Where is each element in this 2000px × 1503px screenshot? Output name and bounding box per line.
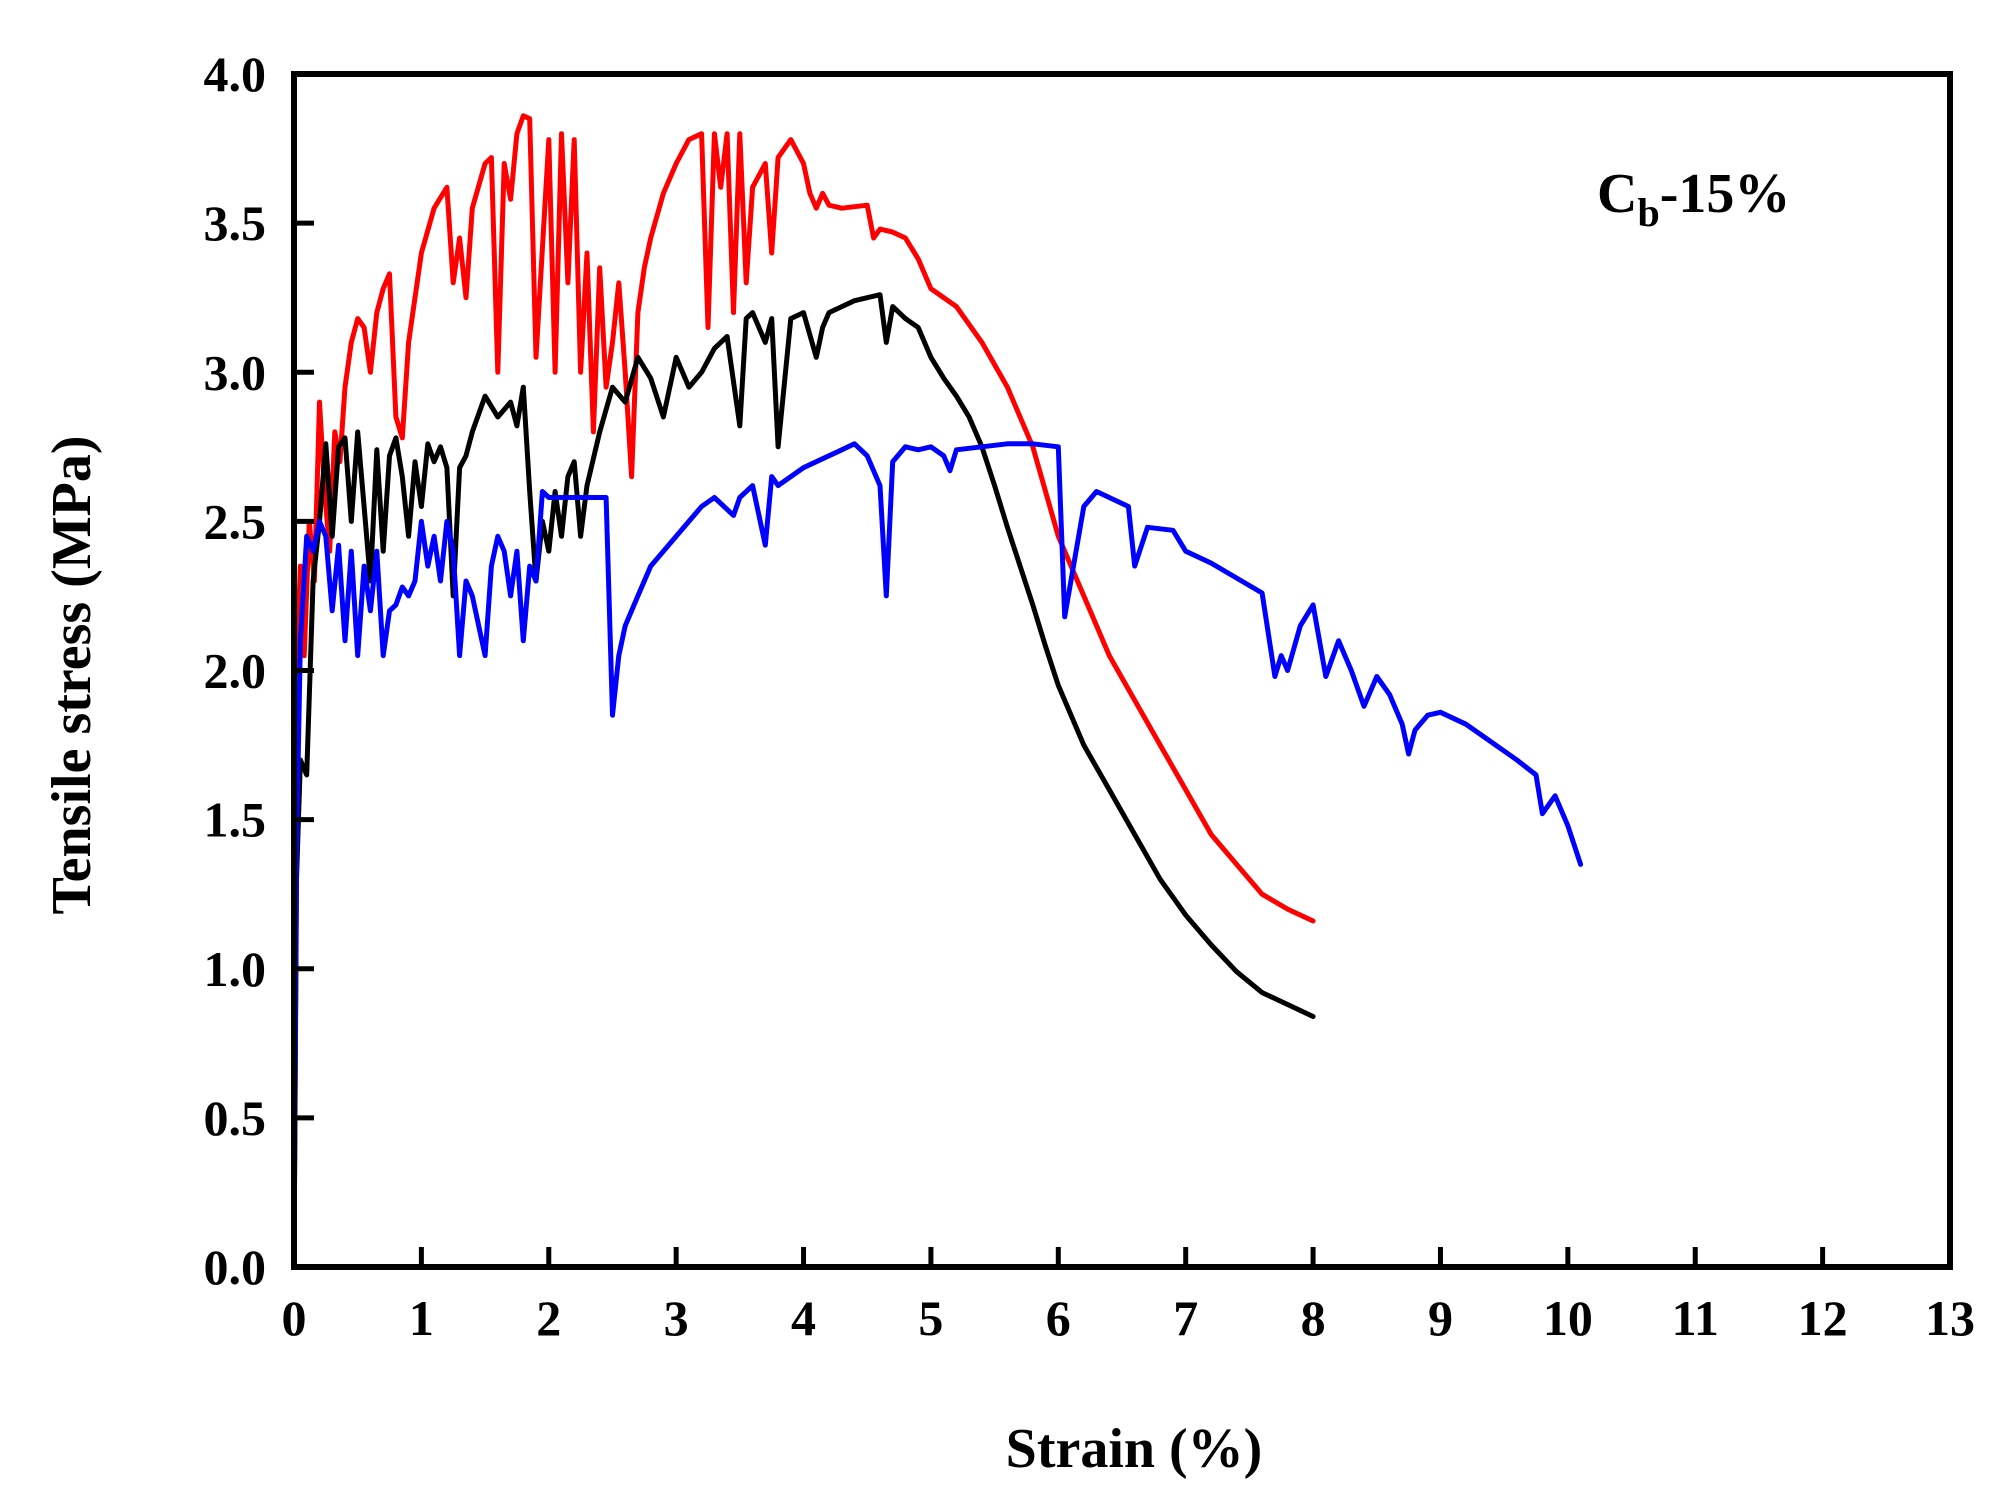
y-tick-label: 2.5 <box>204 493 267 549</box>
x-tick-label: 10 <box>1543 1290 1593 1346</box>
y-tick-label: 2.0 <box>204 643 267 699</box>
annotation-main: C <box>1597 163 1637 225</box>
x-tick-label: 7 <box>1173 1290 1198 1346</box>
x-tick-label: 8 <box>1301 1290 1326 1346</box>
y-axis-title: Tensile stress (MPa) <box>41 435 103 914</box>
x-tick-label: 3 <box>664 1290 689 1346</box>
x-axis-title: Strain (%) <box>1006 1418 1263 1480</box>
x-tick-label: 12 <box>1798 1290 1848 1346</box>
x-tick-label: 5 <box>918 1290 943 1346</box>
x-tick-label: 1 <box>409 1290 434 1346</box>
x-tick-label: 11 <box>1672 1290 1719 1346</box>
sample-annotation: Cb-15% <box>1597 163 1790 235</box>
annotation-subscript: b <box>1637 190 1659 235</box>
y-tick-label: 1.0 <box>204 941 267 997</box>
x-tick-label: 13 <box>1925 1290 1975 1346</box>
y-tick-label: 4.0 <box>204 46 267 102</box>
series-line-1 <box>291 113 1316 924</box>
y-tick-label: 0.0 <box>204 1239 267 1295</box>
annotation-suffix: -15% <box>1660 163 1791 225</box>
axis-layer: 0 1 2 3 4 5 6 7 8 9 10 11 12 130.00.51.01.52.02.53.03… <box>204 46 1976 1346</box>
x-tick-label: 9 <box>1428 1290 1453 1346</box>
x-tick-label: 2 <box>536 1290 561 1346</box>
y-tick-label: 1.5 <box>204 792 267 848</box>
series-line-3 <box>291 441 1584 1270</box>
x-tick-label: 4 <box>791 1290 816 1346</box>
y-tick-label: 3.0 <box>204 344 267 400</box>
x-tick-label: 0 <box>282 1290 307 1346</box>
y-tick-label: 0.5 <box>204 1090 267 1146</box>
series-layer <box>291 113 1584 1270</box>
x-tick-label: 6 <box>1046 1290 1071 1346</box>
y-tick-label: 3.5 <box>204 195 267 251</box>
